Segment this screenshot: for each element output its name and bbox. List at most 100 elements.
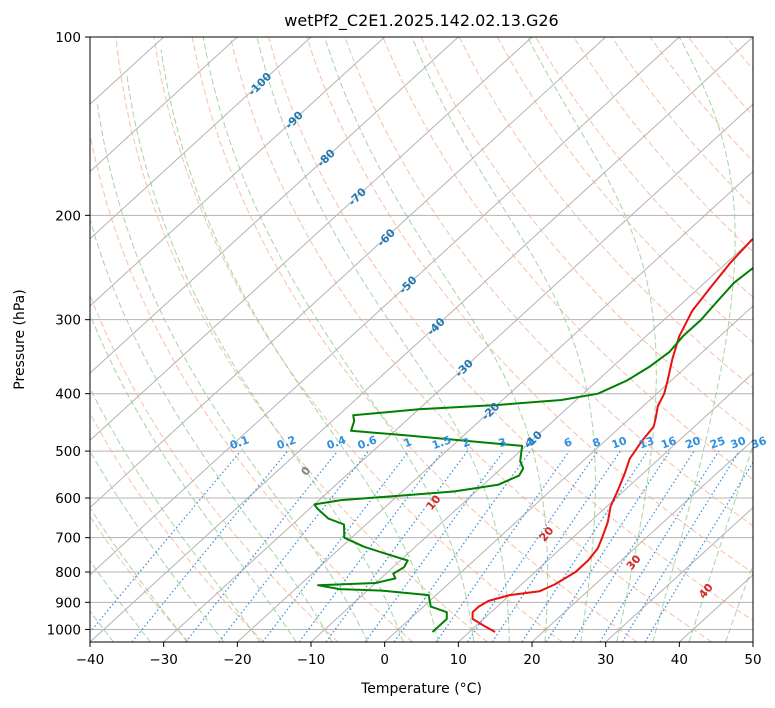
temperature-line: [471, 237, 753, 633]
dry-adiabat-line: [649, 37, 753, 163]
mixing-ratio-label: 25: [708, 434, 727, 451]
mixing-ratio-line: [545, 450, 671, 642]
x-tick-label: 20: [523, 652, 540, 668]
dry-adiabat-line: [726, 37, 753, 71]
isotherm-line: [531, 439, 753, 642]
mixing-ratio-line: [491, 450, 621, 642]
dry-adiabat-line: [268, 37, 753, 622]
dry-adiabat-line: [191, 37, 638, 642]
mixing-ratio-line: [621, 450, 740, 642]
moist-adiabat-line: [90, 506, 188, 642]
isotherm-line: [90, 37, 753, 642]
mixing-ratio-line: [325, 450, 468, 642]
mixing-ratio-label: 0.1: [228, 433, 251, 452]
mixing-ratio-line: [90, 450, 242, 633]
dry-adiabat-line: [90, 412, 264, 642]
isotherm-line: [236, 170, 753, 642]
mixing-ratio-line: [262, 450, 410, 642]
mixing-ratio-label: 30: [729, 434, 748, 452]
mixing-ratio-label: 13: [637, 434, 656, 451]
mixing-ratio-label: 8: [591, 435, 603, 450]
y-axis: 100 200 300 400 500 600 700 800 900 1000: [47, 30, 90, 638]
isotherm-line: [310, 237, 753, 642]
dry-adiabat-line: [90, 515, 190, 642]
moist-adiabat-label: 0: [298, 464, 313, 478]
dry-adiabat-line: [90, 293, 339, 642]
plot-frame: [89, 36, 754, 643]
mixing-ratio-line: [644, 461, 753, 642]
moist-adiabat-line: [126, 72, 404, 642]
moist-adiabat-line: [688, 444, 753, 642]
mixing-ratio-label: 3: [497, 435, 509, 450]
x-tick-label: 50: [744, 652, 761, 668]
mixing-ratio-label: 10: [610, 434, 629, 452]
y-tick-label: 1000: [47, 622, 81, 638]
moist-adiabat-line: [652, 37, 736, 642]
moist-adiabat-label: 10: [424, 492, 444, 512]
moist-adiabat-line: [90, 217, 333, 642]
isotherm-line: [90, 37, 680, 576]
dry-adiabat-line: [229, 37, 712, 642]
mixing-ratio-line: [466, 450, 599, 642]
x-tick-label: 10: [450, 652, 467, 668]
x-tick-label: −10: [297, 652, 326, 668]
moist-adiabat-line: [324, 37, 549, 642]
y-tick-label: 800: [55, 565, 81, 581]
dry-adiabat-line: [765, 37, 775, 642]
mixing-ratio-line: [393, 450, 531, 642]
mixing-ratio-label: 16: [659, 434, 678, 452]
y-tick-label: 600: [55, 491, 81, 507]
mixing-ratio-label: 4: [523, 435, 535, 450]
mixing-ratio-label: 2: [461, 435, 473, 450]
dry-adiabat-line: [496, 37, 753, 344]
x-axis: −40 −30 −20 −10 0 10 20 30 40 50: [76, 642, 762, 668]
dry-adiabat-line: [611, 37, 753, 208]
dry-adiabat-line: [153, 37, 563, 642]
isotherm-line: [90, 37, 386, 307]
x-tick-label: 0: [380, 652, 389, 668]
isotherm-line: [90, 37, 312, 240]
isotherm-line: [605, 506, 753, 642]
isotherm-line: [90, 37, 607, 509]
isotherm-line: [90, 37, 533, 442]
dry-adiabat-line: [687, 37, 753, 117]
chart-title: wetPf2_C2E1.2025.142.02.13.G26: [284, 11, 558, 31]
mixing-ratio-line: [131, 450, 289, 642]
mixing-ratio-line: [364, 450, 505, 642]
mixing-ratio-line: [435, 450, 570, 642]
dry-adiabat-line: [90, 131, 414, 642]
isotherm-line: [163, 103, 753, 642]
y-tick-label: 100: [55, 30, 81, 46]
mixing-ratio-label: 36: [749, 434, 768, 452]
x-tick-label: 40: [671, 652, 688, 668]
y-tick-label: 500: [55, 444, 81, 460]
moist-adiabat-line: [97, 104, 369, 642]
y-tick-label: 300: [55, 313, 81, 329]
dry-adiabat-line: [306, 37, 753, 574]
moist-adiabat-line: [160, 49, 439, 642]
moist-adiabat-label: 40: [696, 581, 716, 601]
mixing-ratio-label: 0.6: [356, 433, 379, 452]
mixing-ratio-line: [521, 450, 649, 642]
moist-adiabat-line: [90, 559, 151, 642]
isotherm-line: [752, 641, 753, 642]
mixing-ratio-label: 20: [684, 434, 703, 452]
isotherm-line: [90, 37, 459, 374]
mixing-ratio-line: [185, 450, 339, 642]
mixing-ratio-label: 1.5: [430, 433, 453, 452]
dry-adiabat-line: [115, 37, 488, 642]
mixing-ratio-line: [572, 450, 695, 642]
y-tick-label: 900: [55, 595, 81, 611]
mixing-ratio-label: 6: [562, 435, 574, 450]
mixing-ratio-label: 0.2: [275, 433, 298, 452]
mixing-ratio-label: 0.4: [325, 433, 348, 452]
dry-adiabat-line: [344, 37, 753, 527]
background-grid: [90, 37, 775, 642]
y-tick-label: 700: [55, 531, 81, 547]
dewpoint-line: [313, 266, 753, 633]
y-axis-label: Pressure (hPa): [12, 289, 28, 389]
mixing-ratio-line: [599, 450, 720, 642]
moist-adiabat-line: [90, 313, 297, 642]
dry-adiabat-line: [458, 37, 753, 389]
